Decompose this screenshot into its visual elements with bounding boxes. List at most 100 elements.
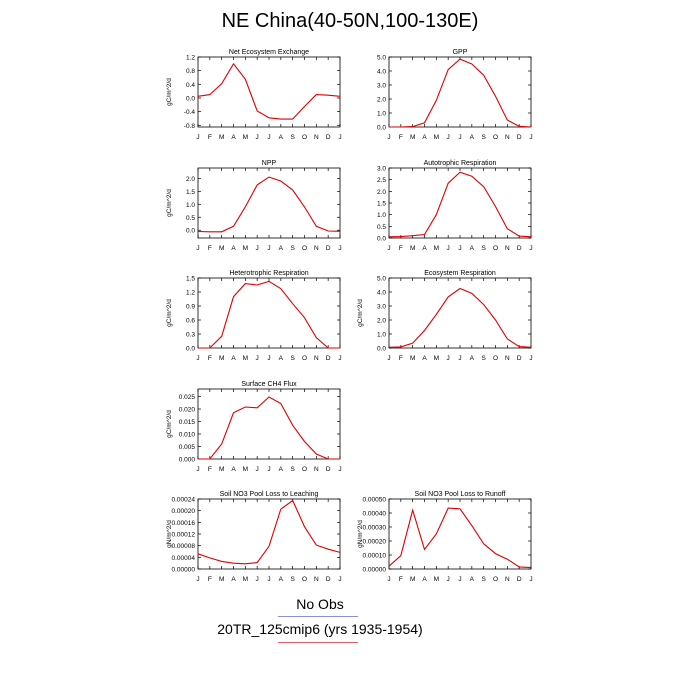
y-tick-label: 4.0	[377, 290, 386, 297]
x-tick-label: M	[410, 355, 415, 362]
x-tick-label: J	[458, 245, 461, 252]
y-tick-label: 1.0	[377, 332, 386, 339]
legend-run-label: 20TR_125cmip6 (yrs 1935-1954)	[217, 621, 423, 637]
x-tick-label: A	[470, 245, 475, 252]
panel-title: Ecosystem Respiration	[424, 270, 496, 277]
panel-title: GPP	[453, 49, 468, 56]
y-axis-label: gN/m^2/d	[357, 520, 364, 548]
x-tick-label: J	[447, 355, 450, 362]
x-tick-label: S	[290, 245, 295, 252]
y-tick-label: 2.0	[377, 97, 386, 104]
y-tick-label: 1.5	[377, 201, 386, 208]
x-tick-label: N	[505, 245, 510, 252]
x-tick-label: F	[208, 355, 212, 362]
x-tick-label: J	[196, 355, 199, 362]
series-line	[197, 499, 341, 565]
x-tick-label: S	[481, 134, 486, 141]
x-tick-label: J	[338, 245, 341, 252]
x-tick-label: F	[399, 245, 403, 252]
x-tick-label: J	[529, 134, 532, 141]
panel-title: Soil NO3 Pool Loss to Runoff	[415, 491, 506, 498]
x-tick-label: J	[458, 576, 461, 583]
x-tick-label: M	[434, 134, 439, 141]
x-tick-label: M	[243, 466, 248, 473]
x-tick-label: S	[290, 466, 295, 473]
y-tick-label: 3.0	[377, 83, 386, 90]
y-tick-label: 0.00016	[172, 520, 196, 527]
x-tick-label: N	[314, 576, 319, 583]
x-tick-label: A	[422, 245, 427, 252]
y-axis-label: gC/m^2/d	[166, 410, 173, 438]
y-tick-label: 0.00050	[363, 497, 387, 504]
x-tick-label: M	[410, 576, 415, 583]
x-tick-label: O	[493, 134, 498, 141]
y-tick-label: 3.0	[377, 166, 386, 173]
y-tick-label: 2.0	[377, 318, 386, 325]
x-tick-label: O	[493, 576, 498, 583]
y-tick-label: 0.00004	[172, 555, 196, 562]
y-tick-label: 0.8	[186, 68, 195, 75]
x-tick-label: M	[243, 576, 248, 583]
y-tick-label: 0.000	[179, 457, 196, 464]
y-tick-label: 0.00030	[363, 525, 387, 532]
x-tick-label: D	[326, 245, 331, 252]
y-tick-label: 0.00040	[363, 511, 387, 518]
x-tick-label: N	[314, 466, 319, 473]
x-tick-label: J	[267, 245, 270, 252]
x-tick-label: J	[529, 355, 532, 362]
y-tick-label: 1.0	[186, 202, 195, 209]
x-tick-label: A	[470, 355, 475, 362]
y-tick-label: 0.00020	[172, 508, 196, 515]
y-tick-label: 1.2	[186, 290, 195, 297]
x-tick-label: D	[517, 245, 522, 252]
y-tick-label: 0.00008	[172, 543, 196, 550]
x-tick-label: S	[481, 245, 486, 252]
chart-panel-5: Heterotrophic Respiration 1.5 1.2 0.9 0.6 0.3…	[166, 270, 342, 362]
y-tick-label: 0.5	[186, 215, 195, 222]
plot-frame	[388, 56, 532, 128]
x-tick-label: O	[493, 245, 498, 252]
main-title: NE China(40-50N,100-130E)	[221, 10, 479, 32]
plot-frame	[197, 498, 341, 570]
x-tick-label: F	[208, 466, 212, 473]
y-tick-label: 0.9	[186, 304, 195, 311]
x-tick-label: J	[256, 245, 259, 252]
series-line	[197, 176, 341, 233]
panel-title: Heterotrophic Respiration	[229, 270, 308, 277]
x-tick-label: J	[267, 355, 270, 362]
y-tick-label: 1.5	[186, 276, 195, 283]
y-tick-label: 0.00000	[363, 567, 387, 574]
series-line	[388, 171, 532, 238]
y-tick-label: 0.00012	[172, 532, 196, 539]
x-tick-label: A	[422, 576, 427, 583]
x-tick-label: S	[290, 576, 295, 583]
y-tick-label: 1.0	[377, 212, 386, 219]
chart-panel-6: Ecosystem Respiration5.04.03.02.01.00.0J…	[357, 270, 533, 362]
x-tick-label: M	[243, 355, 248, 362]
y-tick-label: 0.0	[377, 125, 386, 132]
y-tick-label: 0.015	[179, 419, 196, 426]
y-tick-label: 4.0	[377, 69, 386, 76]
chart-panel-4: Autotrophic Respiration 3.0 2.5 2.0 1.5 1.0 0.…	[377, 160, 533, 252]
y-tick-label: 2.0	[377, 189, 386, 196]
legend-obs-label: No Obs	[296, 596, 344, 612]
chart-panel-8: Soil NO3 Pool Loss to Leaching 0.00024 0.0…	[166, 491, 342, 583]
x-tick-label: J	[267, 466, 270, 473]
x-tick-label: O	[302, 245, 307, 252]
x-tick-label: D	[517, 576, 522, 583]
x-tick-label: M	[410, 245, 415, 252]
x-tick-label: J	[387, 245, 390, 252]
y-tick-label: -0.8	[184, 123, 196, 130]
x-tick-label: M	[219, 576, 224, 583]
x-tick-label: J	[447, 134, 450, 141]
x-tick-label: D	[517, 134, 522, 141]
x-tick-label: N	[314, 245, 319, 252]
x-tick-label: N	[505, 355, 510, 362]
x-tick-label: J	[529, 245, 532, 252]
x-tick-label: J	[458, 355, 461, 362]
panel-title: Autotrophic Respiration	[424, 160, 497, 167]
y-tick-label: 0.010	[179, 432, 196, 439]
x-tick-label: F	[208, 245, 212, 252]
